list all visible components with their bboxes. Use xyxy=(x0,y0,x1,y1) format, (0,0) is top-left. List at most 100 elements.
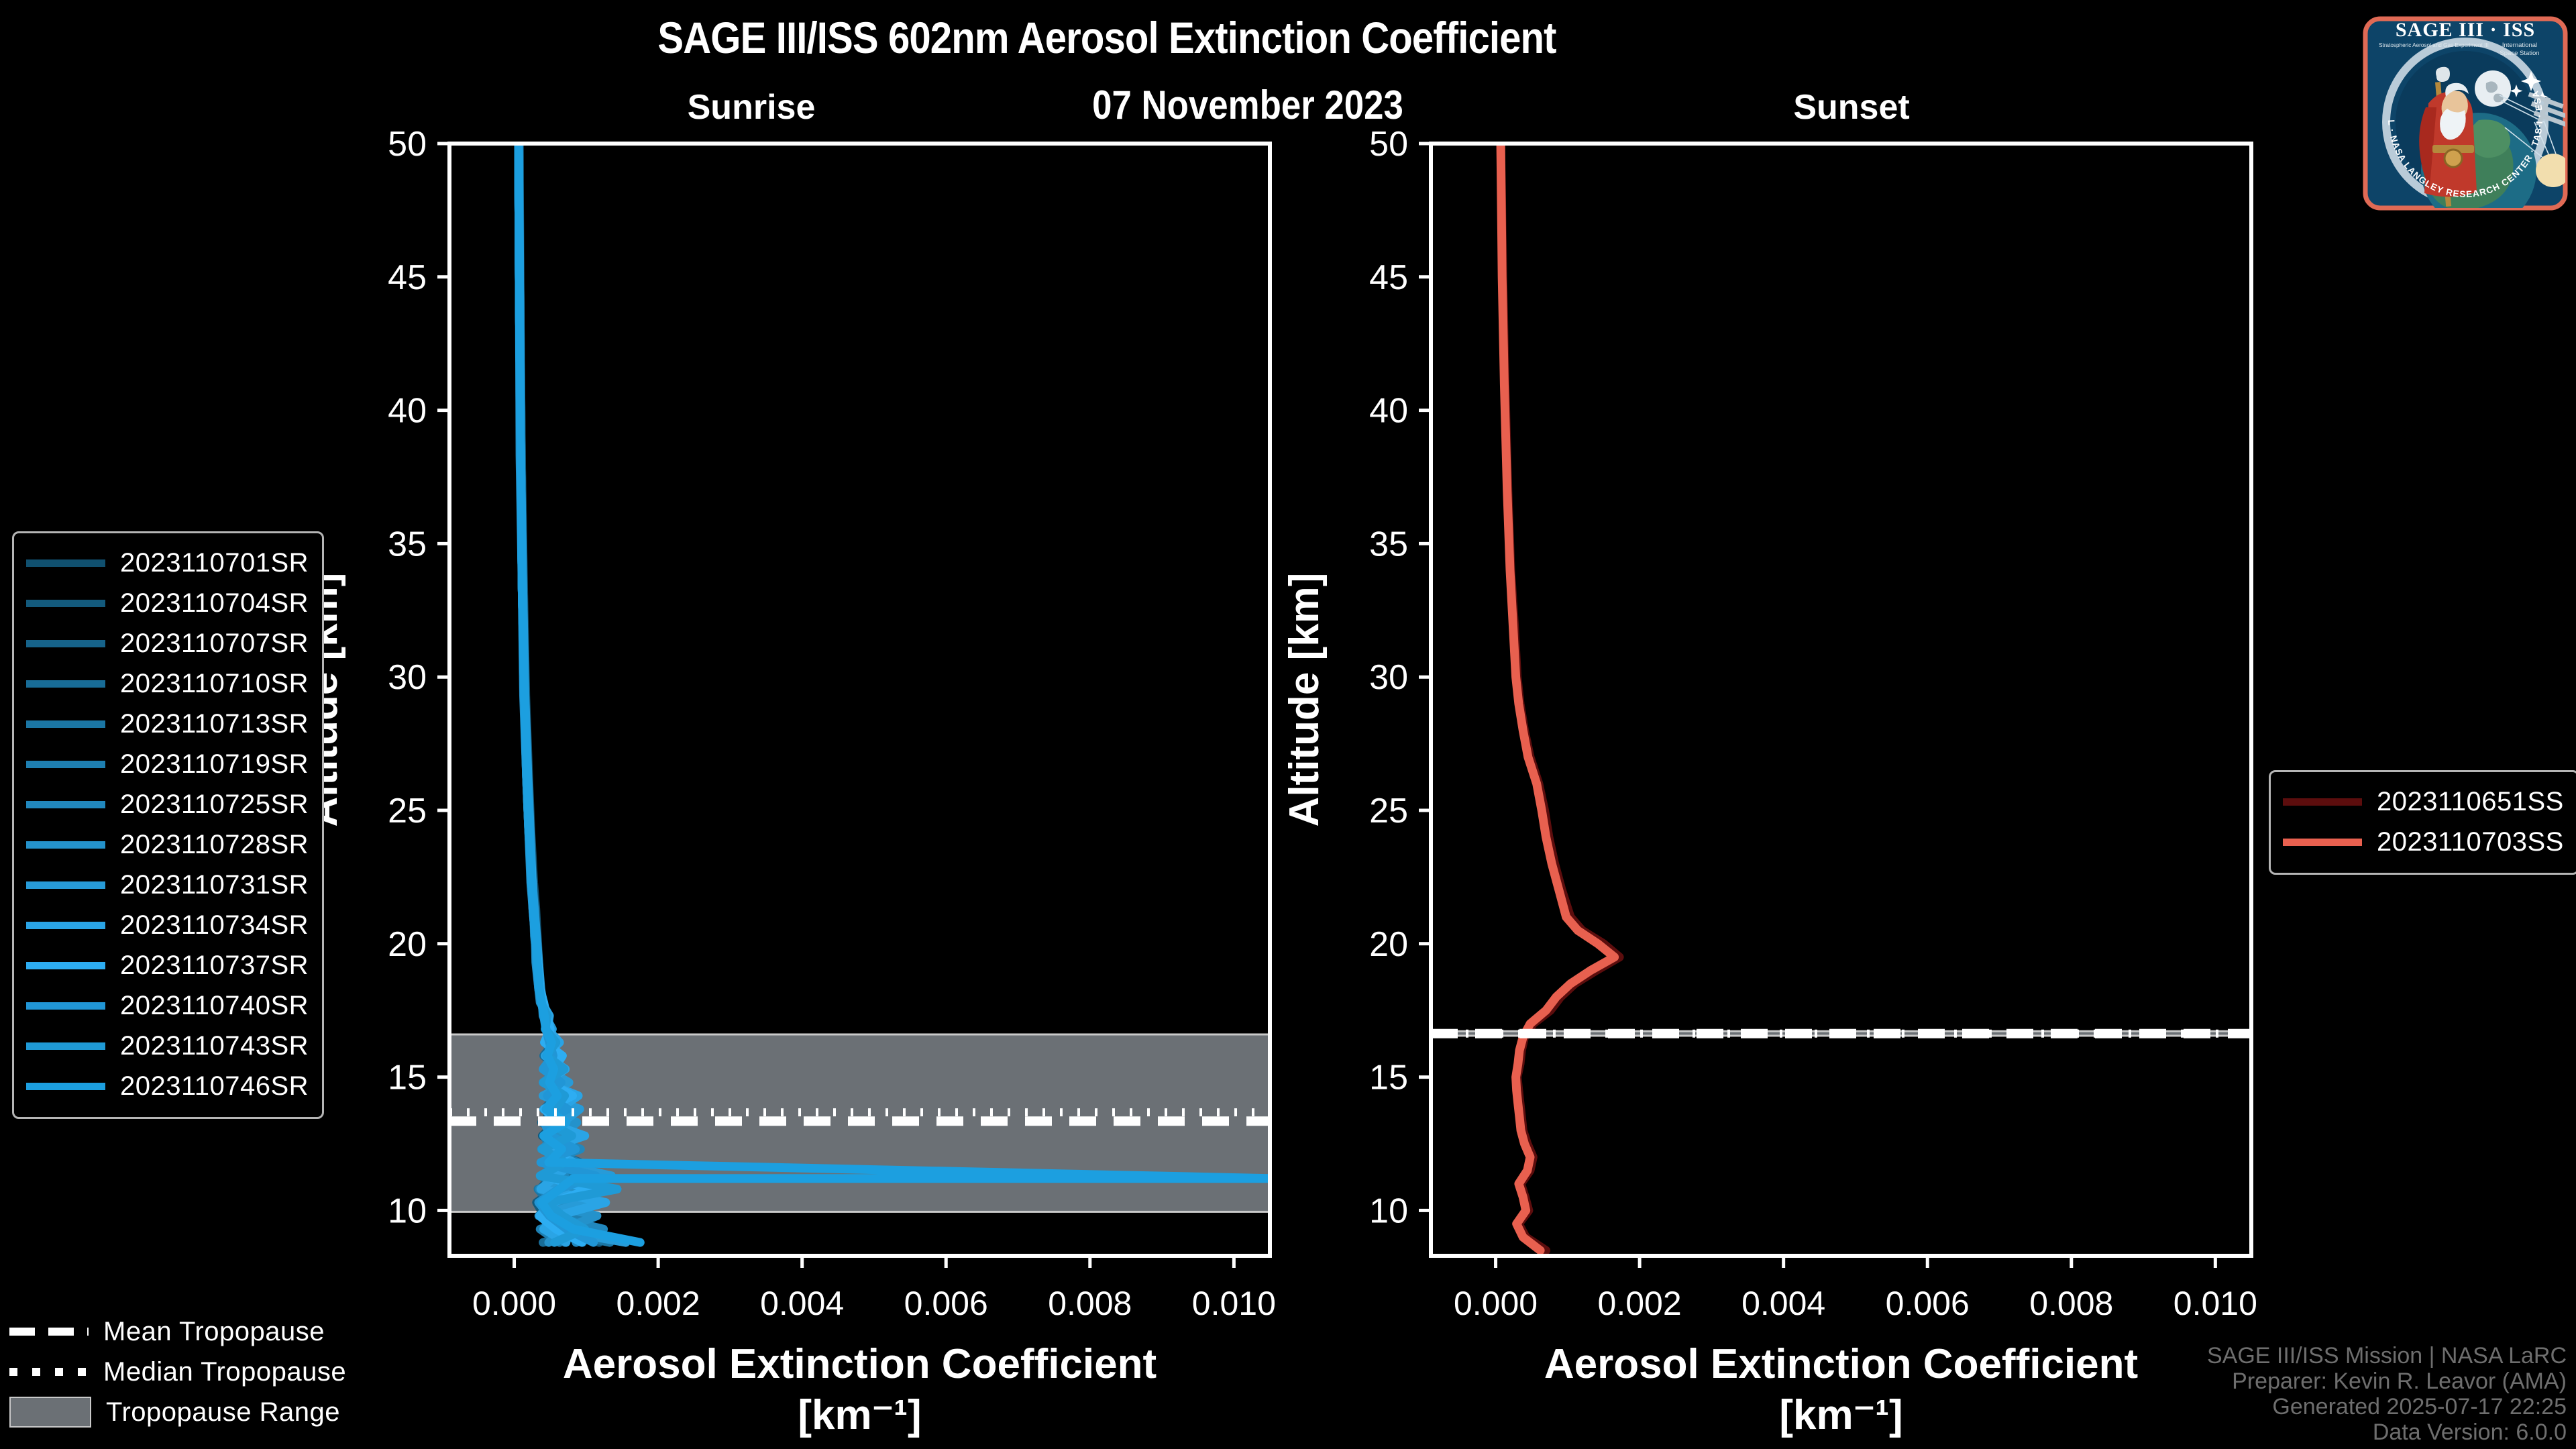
tropopause-range-band xyxy=(1430,1030,2253,1037)
legend-label: 2023110743SR xyxy=(120,1030,309,1061)
tropopause-legend: Mean Tropopause Median Tropopause Tropop… xyxy=(9,1311,346,1432)
x-axis-units-label: [km⁻¹] xyxy=(1779,1392,1902,1438)
legend-item[interactable]: 2023110651SS xyxy=(2283,782,2564,822)
legend-label-median-tropopause: Median Tropopause xyxy=(103,1356,347,1387)
legend-item[interactable]: 2023110725SR xyxy=(26,784,309,824)
legend-item[interactable]: 2023110713SR xyxy=(26,704,309,744)
chart-panel-sunrise: 0.000 0.002 0.004 0.006 0.008 0.010 10 15 20 25 30… xyxy=(300,125,1276,1438)
legend-item[interactable]: 2023110704SR xyxy=(26,583,309,623)
legend-item[interactable]: 2023110719SR xyxy=(26,744,309,784)
legend-item[interactable]: 2023110743SR xyxy=(26,1026,309,1066)
legend-label: 2023110734SR xyxy=(120,910,309,940)
legend-item[interactable]: 2023110740SR xyxy=(26,985,309,1026)
series-line xyxy=(514,144,592,1247)
legend-item[interactable]: 2023110710SR xyxy=(26,663,309,704)
y-tick-label: 25 xyxy=(1369,792,1408,830)
legend-item[interactable]: 2023110731SR xyxy=(26,865,309,905)
legend-item-tropopause-range: Tropopause Range xyxy=(9,1392,346,1432)
series-line xyxy=(1496,144,1619,1255)
credits-line-4: Data Version: 6.0.0 xyxy=(2372,1419,2567,1445)
legend-item[interactable]: 2023110734SR xyxy=(26,905,309,945)
y-tick-label: 35 xyxy=(388,525,427,564)
chart-panel-sunset: 0.000 0.002 0.004 0.006 0.008 0.010 10 15 20 25 30… xyxy=(1281,125,2257,1438)
page-title: SAGE III/ISS 602nm Aerosol Extinction Co… xyxy=(657,13,1556,62)
legend-item[interactable]: 2023110703SS xyxy=(2283,822,2564,862)
logo-subtitle-left: Stratospheric Aerosol and Gas Experiment… xyxy=(2379,42,2489,48)
credits-line-3: Generated 2025-07-17 22:25 xyxy=(2272,1394,2567,1419)
axes-frame xyxy=(447,142,1272,1258)
legend-label: 2023110728SR xyxy=(120,829,309,859)
x-tick-label: 0.008 xyxy=(1048,1285,1132,1322)
y-tick-label: 45 xyxy=(388,258,427,297)
credits-block: SAGE III/ISS Mission | NASA LaRC Prepare… xyxy=(2207,1343,2567,1445)
axes-frame xyxy=(1429,142,2253,1258)
tropopause-range-band xyxy=(448,1033,1271,1213)
x-tick-label: 0.000 xyxy=(1454,1285,1538,1322)
dotted-line-icon xyxy=(9,1368,89,1376)
sunrise-panel-label: Sunrise xyxy=(687,88,816,127)
y-axis-label: Altitude [km] xyxy=(1281,573,1328,827)
legend-color-swatch xyxy=(26,720,105,728)
legend-color-swatch xyxy=(26,639,105,647)
sunset-series-legend[interactable]: 2023110651SS 2023110703SS xyxy=(2269,770,2576,875)
legend-item[interactable]: 2023110737SR xyxy=(26,945,309,985)
y-tick-label: 15 xyxy=(1369,1059,1408,1097)
legend-label: 2023110710SR xyxy=(120,668,309,698)
legend-label: 2023110746SR xyxy=(120,1071,309,1101)
legend-color-swatch xyxy=(26,961,105,969)
credits-line-1: SAGE III/ISS Mission | NASA LaRC xyxy=(2206,1343,2567,1368)
y-tick-label: 50 xyxy=(388,125,427,164)
legend-color-swatch xyxy=(26,1042,105,1050)
y-tick-label: 25 xyxy=(388,792,427,830)
x-tick-label: 0.006 xyxy=(1886,1285,1970,1322)
y-tick-label: 10 xyxy=(1369,1191,1408,1230)
legend-label-mean-tropopause: Mean Tropopause xyxy=(103,1316,325,1346)
legend-item[interactable]: 2023110707SR xyxy=(26,623,309,663)
y-tick-label: 30 xyxy=(1369,658,1408,697)
legend-label: 2023110704SR xyxy=(120,588,309,618)
sunset-panel-label: Sunset xyxy=(1793,88,1910,127)
legend-color-swatch xyxy=(26,921,105,929)
x-axis-label: Aerosol Extinction Coefficient xyxy=(563,1341,1157,1387)
gray-band-icon xyxy=(9,1397,91,1428)
series-line xyxy=(515,144,604,1247)
legend-label-tropopause-range: Tropopause Range xyxy=(106,1397,340,1427)
logo-subtitle-right-1: International xyxy=(2502,42,2537,49)
legend-color-swatch xyxy=(26,800,105,808)
y-tick-label: 35 xyxy=(1369,525,1408,564)
legend-item-mean-tropopause: Mean Tropopause xyxy=(9,1311,346,1352)
legend-color-swatch xyxy=(2283,798,2362,806)
legend-item[interactable]: 2023110746SR xyxy=(26,1066,309,1106)
legend-label: 2023110737SR xyxy=(120,950,309,980)
x-tick-label: 0.010 xyxy=(1192,1285,1276,1322)
legend-label: 2023110703SS xyxy=(2377,826,2564,857)
page-date: 07 November 2023 xyxy=(1092,83,1403,127)
legend-label: 2023110725SR xyxy=(120,789,309,819)
series-line xyxy=(514,144,608,1247)
legend-item-median-tropopause: Median Tropopause xyxy=(9,1352,346,1392)
logo-subtitle-right-2: Space Station xyxy=(2500,50,2539,57)
sunrise-series-legend[interactable]: 2023110701SR 2023110704SR 2023110707SR 2023… xyxy=(12,531,325,1119)
y-tick-label: 20 xyxy=(388,925,427,964)
series-line xyxy=(514,144,584,1247)
legend-color-swatch xyxy=(26,1002,105,1010)
legend-color-swatch xyxy=(26,760,105,768)
x-tick-label: 0.004 xyxy=(1741,1285,1825,1322)
legend-color-swatch xyxy=(26,680,105,688)
legend-item[interactable]: 2023110701SR xyxy=(26,543,309,583)
legend-item[interactable]: 2023110728SR xyxy=(26,824,309,865)
x-tick-label: 0.010 xyxy=(2174,1285,2257,1322)
legend-color-swatch xyxy=(26,841,105,849)
series-line xyxy=(514,144,610,1247)
y-tick-label: 50 xyxy=(1369,125,1408,164)
x-axis-label: Aerosol Extinction Coefficient xyxy=(1544,1341,2138,1387)
sage-iii-iss-mission-patch: SAGE III · ISS Stratospheric Aerosol and… xyxy=(2361,3,2569,224)
x-tick-label: 0.002 xyxy=(1598,1285,1682,1322)
series-line xyxy=(514,144,631,1247)
x-tick-label: 0.002 xyxy=(616,1285,700,1322)
x-tick-label: 0.008 xyxy=(2029,1285,2113,1322)
legend-label: 2023110707SR xyxy=(120,628,309,658)
legend-label: 2023110731SR xyxy=(120,869,309,900)
dashed-line-icon xyxy=(9,1328,89,1336)
